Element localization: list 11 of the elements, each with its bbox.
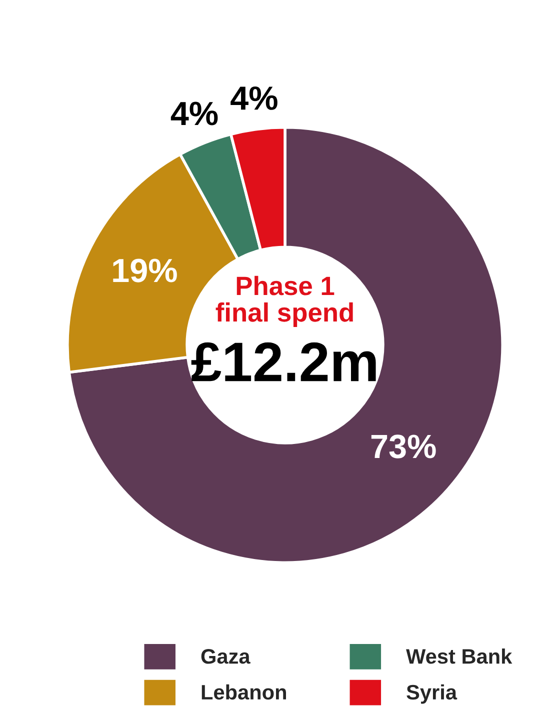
data-label: 73% xyxy=(371,434,436,458)
data-label: 4% xyxy=(170,102,218,126)
legend-label: Gaza xyxy=(201,649,250,664)
text: Phase 1 final spend xyxy=(216,276,353,328)
text: £12.2m xyxy=(191,342,376,382)
legend-label: Syria xyxy=(406,684,458,704)
donut-slice xyxy=(68,126,504,564)
legend-label: West Bank xyxy=(406,648,512,664)
data-label: 19% xyxy=(113,258,177,282)
legend-label: Lebanon xyxy=(202,684,286,700)
data-label: 4% xyxy=(230,86,278,110)
